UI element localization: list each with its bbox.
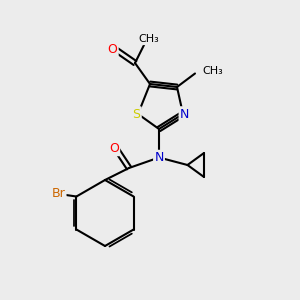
Text: N: N xyxy=(180,107,189,121)
Text: Br: Br xyxy=(52,187,65,200)
Text: O: O xyxy=(109,142,119,155)
Text: CH₃: CH₃ xyxy=(138,34,159,44)
Text: O: O xyxy=(108,43,117,56)
Text: S: S xyxy=(133,107,140,121)
Text: CH₃: CH₃ xyxy=(202,65,223,76)
Text: N: N xyxy=(154,151,164,164)
